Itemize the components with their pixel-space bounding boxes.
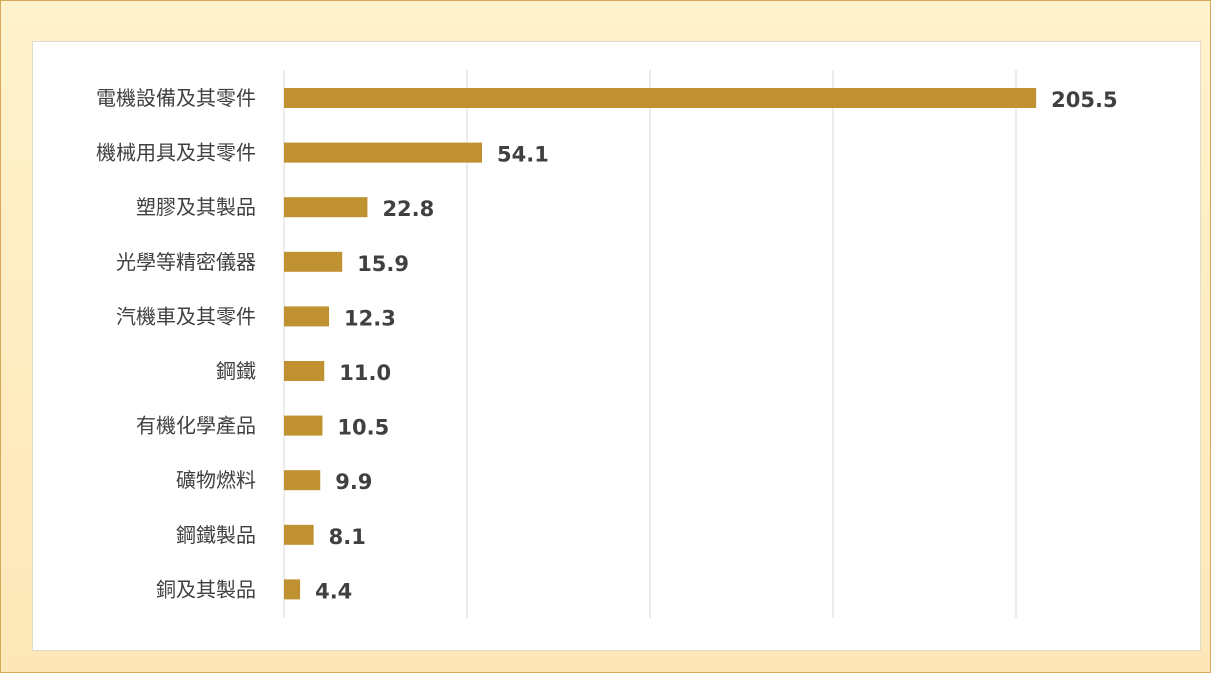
category-labels: 電機設備及其零件機械用具及其零件塑膠及其製品光學等精密儀器汽機車及其零件鋼鐵有機…: [96, 86, 256, 601]
category-label: 光學等精密儀器: [116, 250, 256, 274]
value-label: 9.9: [335, 470, 372, 494]
bar-8: [284, 524, 314, 545]
bar-0: [284, 88, 1037, 108]
bar-2: [284, 197, 368, 218]
category-label: 塑膠及其製品: [136, 195, 256, 219]
value-label: 8.1: [329, 525, 366, 549]
value-label: 11.0: [339, 361, 391, 385]
category-label: 鋼鐵: [216, 359, 256, 383]
value-label: 205.5: [1051, 88, 1117, 112]
plot-area: [32, 41, 1201, 651]
bar-1: [284, 142, 483, 163]
value-label: 54.1: [497, 143, 549, 167]
value-label: 4.4: [315, 579, 352, 603]
bars: [284, 88, 1037, 600]
bar-5: [284, 361, 325, 381]
bar-3: [284, 251, 343, 272]
bar-9: [284, 579, 301, 600]
category-label: 有機化學產品: [136, 414, 256, 438]
category-label: 機械用具及其零件: [96, 141, 256, 165]
bar-4: [284, 306, 330, 327]
value-label: 10.5: [337, 416, 389, 440]
category-label: 鋼鐵製品: [176, 523, 256, 547]
value-label: 12.3: [344, 306, 396, 330]
bar-6: [284, 415, 323, 436]
category-label: 礦物燃料: [176, 468, 256, 492]
category-label: 銅及其製品: [156, 577, 256, 601]
category-label: 汽機車及其零件: [116, 304, 256, 328]
value-label: 22.8: [382, 197, 434, 221]
value-labels: 205.5 54.1 22.8 15.9 12.3 11.0 10.5 9.9 8.1 4.4: [315, 88, 1117, 603]
bar-7: [284, 470, 321, 491]
category-label: 電機設備及其零件: [96, 86, 256, 110]
value-label: 15.9: [357, 252, 409, 276]
